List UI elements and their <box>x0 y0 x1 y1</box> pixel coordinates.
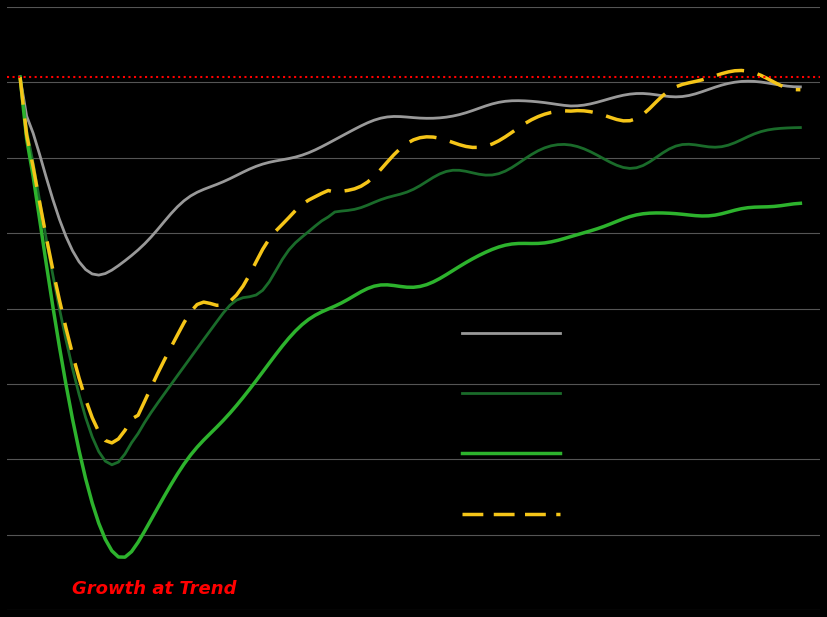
Text: Growth at Trend: Growth at Trend <box>72 580 237 598</box>
